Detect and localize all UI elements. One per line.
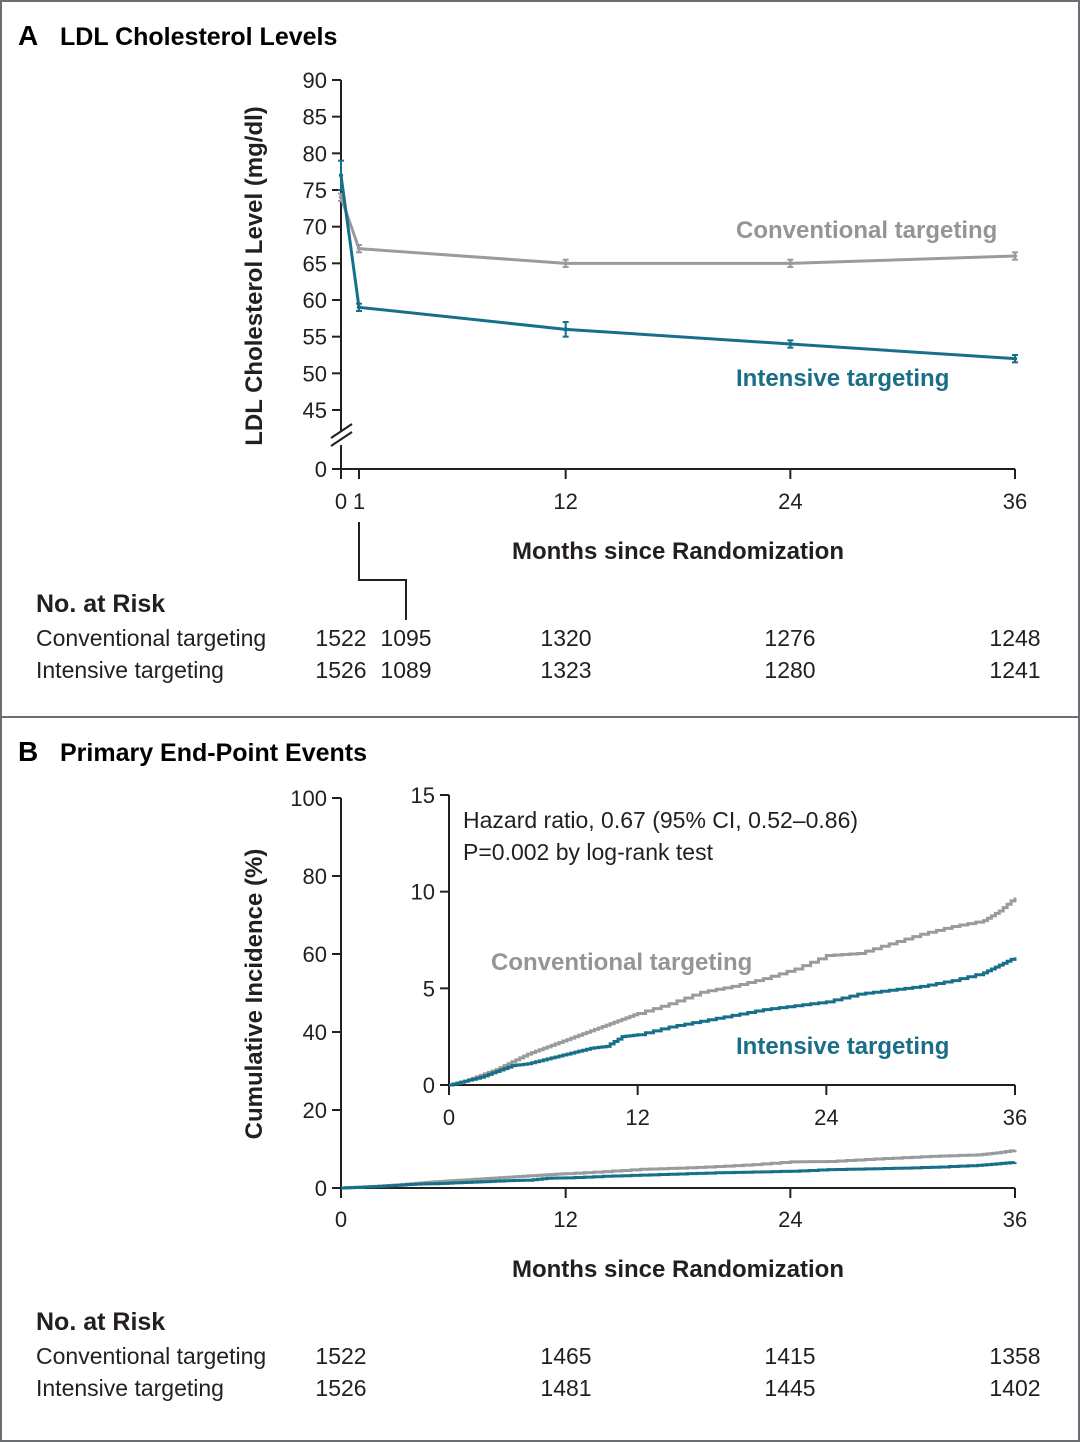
panel-a-title: LDL Cholesterol Levels [60, 23, 337, 51]
panel-a-letter: A [18, 20, 38, 51]
risk-row-label: Intensive targeting [36, 1375, 224, 1401]
y-tick-label: 0 [315, 457, 327, 482]
series-line-intensive [339, 175, 1016, 361]
x-tick-label: 0 [335, 1207, 347, 1232]
x-tick-label: 36 [1003, 489, 1027, 514]
axis-break-mark [330, 431, 353, 447]
panel-b-risk-table: Conventional targeting 1522 1465 1415 1358 In… [36, 1343, 1041, 1401]
inset-x-tick-label: 36 [1003, 1105, 1027, 1130]
risk-count: 1465 [540, 1343, 591, 1369]
x-tick-label: 1 [353, 489, 365, 514]
risk-count: 1280 [764, 657, 815, 683]
y-tick-label: 20 [303, 1098, 327, 1123]
risk-count: 1445 [764, 1375, 815, 1401]
panel-a-label-intensive: Intensive targeting [736, 365, 949, 392]
data-point [563, 327, 568, 332]
panel-b-letter: B [18, 736, 38, 767]
panel-b-y-axis-title: Cumulative Incidence (%) [241, 849, 268, 1140]
y-tick-label: 55 [303, 325, 327, 350]
data-point [1012, 356, 1018, 361]
data-point [563, 261, 568, 266]
panel-a-month1-bracket [358, 522, 407, 620]
data-point [788, 341, 793, 347]
risk-count: 1276 [764, 625, 815, 651]
panel-a-y-axis-title: LDL Cholesterol Level (mg/dl) [241, 106, 268, 446]
x-tick-label: 0 [335, 489, 347, 514]
risk-count: 1248 [989, 625, 1040, 651]
panel-b-x-axis-title: Months since Randomization [512, 1256, 844, 1283]
risk-row-label: Intensive targeting [36, 657, 224, 683]
risk-count: 1526 [315, 657, 366, 683]
panel-b-inset-axes: 0 5 10 15 0 12 24 36 [411, 783, 1028, 1130]
y-tick-label: 90 [303, 68, 327, 93]
risk-count: 1415 [764, 1343, 815, 1369]
y-tick-label: 80 [303, 141, 327, 166]
y-tick-label: 75 [303, 178, 327, 203]
risk-count: 1526 [315, 1375, 366, 1401]
inset-y-tick-label: 10 [411, 880, 435, 905]
x-tick-label: 24 [778, 489, 802, 514]
y-tick-label: 0 [315, 1176, 327, 1201]
x-tick-label: 36 [1003, 1207, 1027, 1232]
data-point [788, 261, 793, 266]
y-tick-label: 40 [303, 1020, 327, 1045]
risk-count: 1095 [380, 625, 431, 651]
panel-b-inset-series [449, 897, 1017, 1087]
inset-x-tick-label: 0 [443, 1105, 455, 1130]
y-tick-label: 60 [303, 942, 327, 967]
hazard-ratio-text: Hazard ratio, 0.67 (95% CI, 0.52–0.86) [463, 807, 858, 833]
panel-a-x-axis-title: Months since Randomization [512, 538, 844, 565]
inset-x-tick-label: 24 [814, 1105, 838, 1130]
risk-row-label: Conventional targeting [36, 625, 266, 651]
panel-a-risk-table: Conventional targeting 1522 1095 1320 1276 12… [36, 625, 1041, 683]
inset-y-tick-label: 0 [423, 1073, 435, 1098]
data-point [356, 246, 362, 251]
x-tick-label: 12 [553, 1207, 577, 1232]
data-point [338, 195, 344, 200]
inset-km-curve-conventional [449, 897, 1017, 1087]
y-tick-label: 85 [303, 105, 327, 130]
panel-b-label-conventional: Conventional targeting [491, 949, 752, 976]
risk-count: 1358 [989, 1343, 1040, 1369]
data-point [1012, 253, 1018, 259]
risk-count: 1089 [380, 657, 431, 683]
y-tick-label: 80 [303, 864, 327, 889]
risk-count: 1522 [315, 1343, 366, 1369]
panel-a-risk-header: No. at Risk [36, 590, 165, 618]
data-point [356, 305, 362, 310]
y-tick-label: 45 [303, 398, 327, 423]
risk-row-label: Conventional targeting [36, 1343, 266, 1369]
x-tick-label: 24 [778, 1207, 802, 1232]
y-tick-label: 65 [303, 251, 327, 276]
risk-count: 1481 [540, 1375, 591, 1401]
panel-b-label-intensive: Intensive targeting [736, 1033, 949, 1060]
x-tick-label: 12 [553, 489, 577, 514]
panel-b-series [341, 1149, 1017, 1190]
panel-b-risk-header: No. at Risk [36, 1308, 165, 1336]
inset-y-tick-label: 5 [423, 976, 435, 1001]
p-value-text: P=0.002 by log-rank test [463, 839, 714, 865]
y-tick-label: 70 [303, 215, 327, 240]
km-curve-intensive [341, 1161, 1017, 1190]
y-tick-label: 60 [303, 288, 327, 313]
y-tick-label: 50 [303, 361, 327, 386]
panel-a-label-conventional: Conventional targeting [736, 217, 997, 244]
inset-km-curve-intensive [449, 957, 1017, 1087]
risk-count: 1320 [540, 625, 591, 651]
risk-count: 1241 [989, 657, 1040, 683]
panel-a-series [338, 159, 1018, 364]
data-point [338, 173, 344, 178]
inset-x-tick-label: 12 [625, 1105, 649, 1130]
risk-count: 1402 [989, 1375, 1040, 1401]
risk-count: 1323 [540, 657, 591, 683]
axis-break-mark [330, 423, 353, 439]
y-tick-label: 100 [290, 786, 327, 811]
risk-count: 1522 [315, 625, 366, 651]
inset-y-tick-label: 15 [411, 783, 435, 808]
panel-b-frame [0, 716, 1080, 1442]
panel-b-title: Primary End-Point Events [60, 739, 367, 767]
